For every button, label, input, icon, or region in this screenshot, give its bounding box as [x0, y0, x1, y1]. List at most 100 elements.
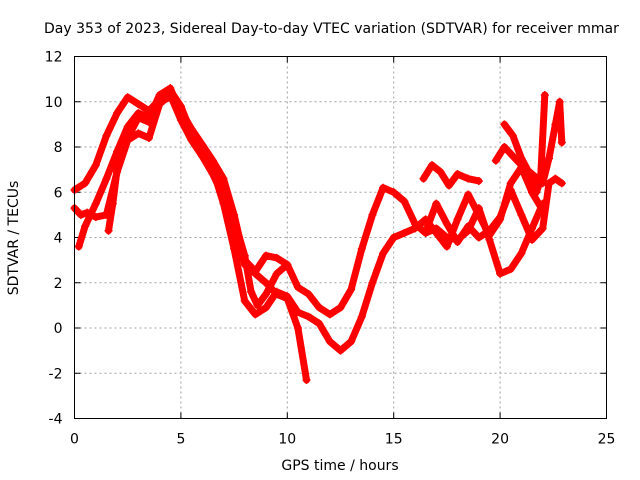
data-point	[81, 222, 90, 231]
data-point	[474, 176, 483, 185]
data-point	[517, 161, 526, 170]
data-point	[262, 303, 271, 312]
data-point	[283, 260, 292, 269]
data-point	[240, 256, 249, 265]
data-point	[423, 222, 432, 231]
chart-title: Day 353 of 2023, Sidereal Day-to-day VTE…	[44, 21, 619, 37]
data-point	[272, 253, 281, 262]
x-axis-label: GPS time / hours	[281, 458, 398, 474]
data-point	[247, 287, 256, 296]
data-point	[91, 199, 100, 208]
data-point	[436, 167, 445, 176]
data-point	[532, 188, 541, 197]
data-point	[528, 235, 537, 244]
data-point	[104, 226, 113, 235]
data-point	[432, 199, 441, 208]
data-point	[325, 310, 334, 319]
data-point	[357, 312, 366, 321]
data-point	[262, 290, 271, 299]
data-point	[304, 312, 313, 321]
data-point	[251, 310, 260, 319]
data-point	[474, 233, 483, 242]
data-point	[91, 161, 100, 170]
x-tick-label: 5	[176, 432, 185, 448]
data-point	[315, 319, 324, 328]
data-point	[453, 215, 462, 224]
data-point	[389, 233, 398, 242]
x-tick-label: 0	[70, 432, 79, 448]
data-point	[304, 290, 313, 299]
data-point	[108, 199, 117, 208]
data-point	[219, 174, 228, 183]
data-point	[517, 249, 526, 258]
data-point	[368, 210, 377, 219]
data-point	[508, 152, 517, 161]
data-point	[545, 154, 554, 163]
data-point	[491, 156, 500, 165]
data-point	[357, 244, 366, 253]
data-point	[155, 90, 164, 99]
data-point	[496, 213, 505, 222]
data-point	[551, 120, 560, 129]
data-point	[102, 174, 111, 183]
data-point	[432, 228, 441, 237]
data-point	[557, 179, 566, 188]
data-point	[134, 129, 143, 138]
data-point	[74, 242, 83, 251]
data-point	[113, 165, 122, 174]
data-point	[198, 152, 207, 161]
data-point	[496, 269, 505, 278]
series-trace	[492, 98, 566, 187]
data-point	[419, 174, 428, 183]
data-point	[336, 303, 345, 312]
y-tick-label: 8	[54, 140, 63, 156]
y-axis-label: SDTVAR / TECUs	[6, 181, 22, 296]
data-point	[144, 118, 153, 127]
data-point	[208, 156, 217, 165]
x-tick-label: 15	[385, 432, 403, 448]
data-point	[134, 113, 143, 122]
ticks: 0 5 10 15 20 25 -4 -2 0 2 4 6 8 10 12	[45, 50, 616, 448]
x-tick-label: 10	[278, 432, 296, 448]
plot-frame	[74, 56, 607, 419]
data-point	[506, 179, 515, 188]
y-tick-label: 6	[54, 185, 63, 201]
grid	[74, 56, 607, 419]
data-point	[283, 294, 292, 303]
data-point	[528, 170, 537, 179]
data-point	[144, 133, 153, 142]
data-point	[336, 346, 345, 355]
y-tick-label: 0	[54, 321, 63, 337]
data-point	[81, 179, 90, 188]
data-point	[508, 131, 517, 140]
data-point	[176, 106, 185, 115]
data-point	[555, 97, 564, 106]
data-point	[302, 376, 311, 385]
series-5	[419, 161, 483, 190]
data-point	[293, 324, 302, 332]
data-point	[442, 219, 451, 228]
data-point	[400, 228, 409, 237]
data-point	[421, 228, 430, 237]
data-point	[347, 337, 356, 346]
data-point	[76, 210, 85, 219]
data-point	[506, 265, 515, 274]
data-point	[517, 210, 526, 219]
y-tick-label: 12	[45, 50, 63, 66]
data-point	[198, 140, 207, 149]
data-point	[538, 179, 547, 188]
y-tick-label: -2	[49, 366, 63, 382]
data-point	[368, 278, 377, 287]
data-point	[551, 174, 560, 183]
data-point	[557, 138, 566, 147]
data-point	[453, 170, 462, 179]
data-point	[134, 100, 143, 109]
y-tick-label: -4	[49, 412, 63, 428]
data-point	[485, 226, 494, 235]
data-series	[70, 84, 566, 385]
data-point	[540, 90, 549, 99]
series-8	[491, 97, 566, 188]
data-point	[272, 290, 281, 299]
data-point	[123, 133, 132, 142]
